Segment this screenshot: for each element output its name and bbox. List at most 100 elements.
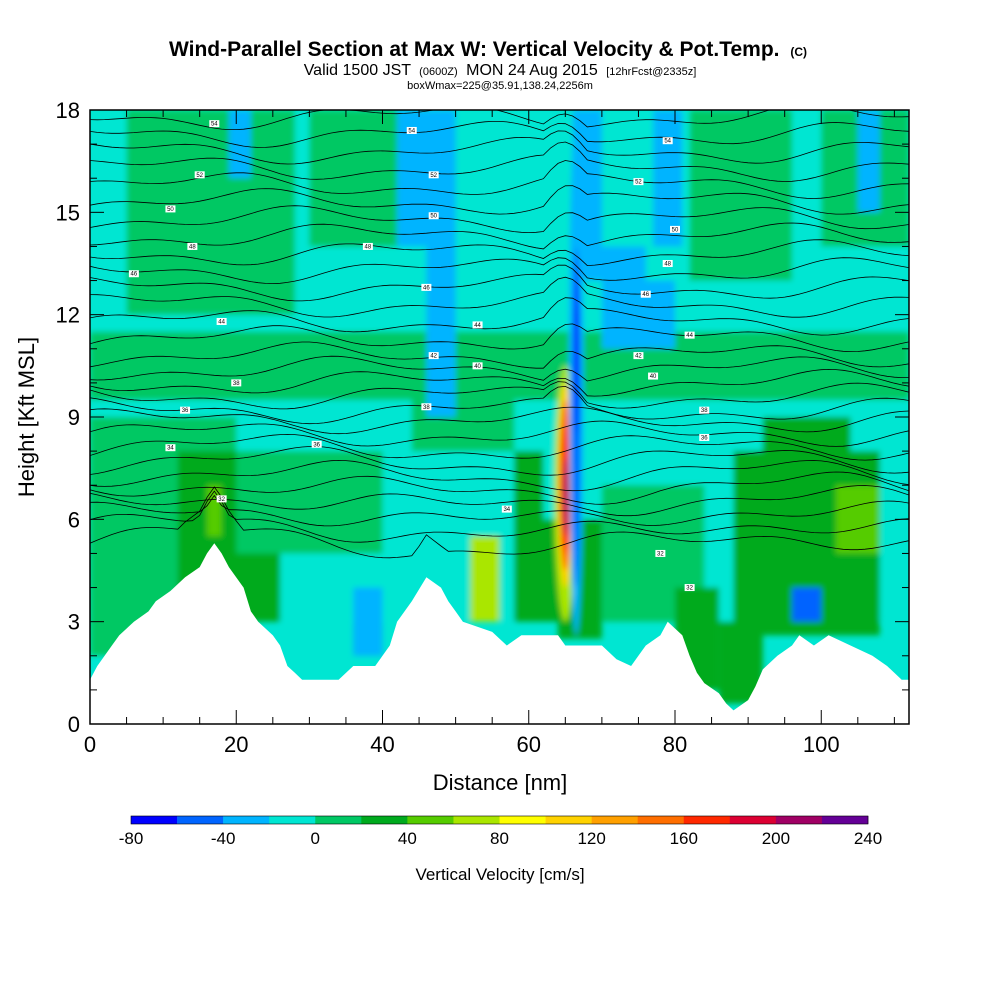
contour-label-2: 54 (662, 137, 673, 145)
contour-label-bg (428, 352, 439, 360)
colorbar-tick-label: 80 (490, 829, 509, 848)
contour-label-bg (662, 137, 673, 145)
contour-label-bg (428, 171, 439, 179)
contour-label-6: 50 (165, 205, 176, 213)
contour-label-bg (216, 317, 227, 325)
velocity-patch-23 (426, 110, 456, 417)
contour-label-text: 36 (182, 408, 189, 414)
contour-label-bg (406, 126, 417, 134)
colorbar-swatch-7 (453, 816, 500, 824)
contour-label-bg (633, 178, 644, 186)
colorbar-swatch-15 (821, 816, 869, 824)
contour-label-text: 42 (635, 354, 642, 360)
contour-label-text: 32 (657, 551, 664, 557)
x-tick-label: 40 (370, 732, 394, 757)
colorbar-tick-label: -80 (119, 829, 144, 848)
colorbar-tick-label: 160 (670, 829, 698, 848)
title-date: MON 24 Aug 2015 (466, 62, 598, 79)
contour-label-text: 52 (196, 173, 203, 179)
velocity-patch-8 (207, 485, 222, 537)
contour-label-text: 38 (233, 381, 240, 387)
contour-label-bg (187, 242, 198, 250)
colorbar-swatch-4 (315, 816, 362, 824)
contour-label-14: 46 (640, 290, 651, 298)
contour-label-text: 32 (218, 497, 225, 503)
chart-title: Wind-Parallel Section at Max W: Vertical… (169, 38, 807, 92)
colorbar-swatch-9 (545, 816, 592, 824)
contour-label-text: 36 (701, 435, 708, 441)
contour-label-11: 48 (662, 260, 673, 268)
theta-contour-23 (90, 185, 909, 215)
contour-label-0: 54 (209, 120, 220, 128)
contour-label-bg (180, 406, 191, 414)
updraft-core-8 (575, 263, 579, 383)
y-tick-label: 12 (56, 303, 80, 328)
colorbar-swatch-10 (591, 816, 638, 824)
contour-label-32: 32 (684, 584, 695, 592)
contour-label-bg (311, 440, 322, 448)
contour-label-text: 34 (167, 446, 174, 452)
y-tick-label: 0 (68, 712, 80, 737)
theta-contour-2 (90, 494, 909, 527)
contour-label-bg (662, 260, 673, 267)
y-tick-label: 3 (68, 610, 80, 635)
contour-label-text: 32 (686, 586, 693, 592)
theta-contour-26 (90, 130, 909, 165)
contour-label-28: 34 (165, 444, 176, 452)
colorbar-tick-label: 0 (311, 829, 320, 848)
contour-label-bg (472, 362, 483, 370)
theta-contour-11 (90, 381, 909, 410)
theta-contour-13 (90, 355, 909, 382)
theta-contour-15 (90, 323, 909, 353)
contour-label-text: 48 (365, 244, 372, 250)
contour-label-23: 38 (421, 403, 432, 411)
contour-label-bg (684, 584, 695, 592)
contour-label-16: 44 (472, 321, 483, 329)
x-tick-label: 100 (803, 732, 840, 757)
contour-label-24: 38 (699, 406, 710, 414)
theta-contour-27 (90, 121, 909, 148)
colorbar-tick-label: 240 (854, 829, 882, 848)
theta-contour-25 (90, 141, 909, 182)
title-suffix: (C) (790, 45, 807, 59)
contour-label-bg (699, 406, 710, 414)
contour-label-bg (633, 352, 644, 360)
vertical-velocity-field: 54 54 54 52 52 52 50 50 50 48 48 48 46 46 46 44 44 44 42 42… (90, 110, 909, 724)
y-tick-label: 9 (68, 405, 80, 430)
terrain-mask (90, 543, 909, 724)
colorbar (130, 815, 869, 825)
velocity-patch-26 (653, 110, 683, 247)
contour-label-30: 32 (216, 495, 227, 503)
y-tick-labels: 0 3 6 9 12 15 18 (56, 98, 80, 737)
colorbar-tick-label: 40 (398, 829, 417, 848)
colorbar-swatch-6 (407, 816, 454, 824)
velocity-patch-29 (857, 110, 880, 213)
contour-label-21: 40 (648, 372, 659, 380)
contour-label-27: 36 (699, 433, 710, 441)
y-axis-label: Height [Kft MSL] (14, 337, 39, 497)
theta-contour-8 (90, 420, 909, 447)
contour-label-bg (194, 171, 205, 179)
contour-label-25: 36 (180, 406, 191, 414)
colorbar-tick-label: 200 (762, 829, 790, 848)
contour-label-9: 48 (187, 242, 198, 250)
theta-contour-21 (90, 222, 909, 250)
theta-contour-12 (90, 368, 909, 397)
theta-contour-24 (90, 160, 909, 199)
colorbar-swatch-13 (729, 816, 777, 824)
contour-label-bg (216, 495, 227, 503)
velocity-patch-31 (601, 246, 646, 349)
contour-label-bg (640, 290, 651, 298)
contour-label-bg (209, 120, 220, 128)
svg-text:Wind-Parallel Section at Max W: Wind-Parallel Section at Max W: Vertical… (169, 38, 807, 61)
velocity-patch-2 (126, 110, 295, 315)
theta-contour-1 (90, 490, 909, 543)
contour-label-bg (501, 505, 512, 513)
theta-contour-4 (90, 471, 909, 505)
contour-label-text: 50 (430, 214, 437, 220)
contour-label-bg (684, 331, 695, 339)
contour-label-20: 40 (472, 362, 483, 370)
x-tick-label: 60 (517, 732, 541, 757)
contour-label-text: 52 (635, 180, 642, 186)
contour-label-text: 40 (650, 374, 657, 380)
